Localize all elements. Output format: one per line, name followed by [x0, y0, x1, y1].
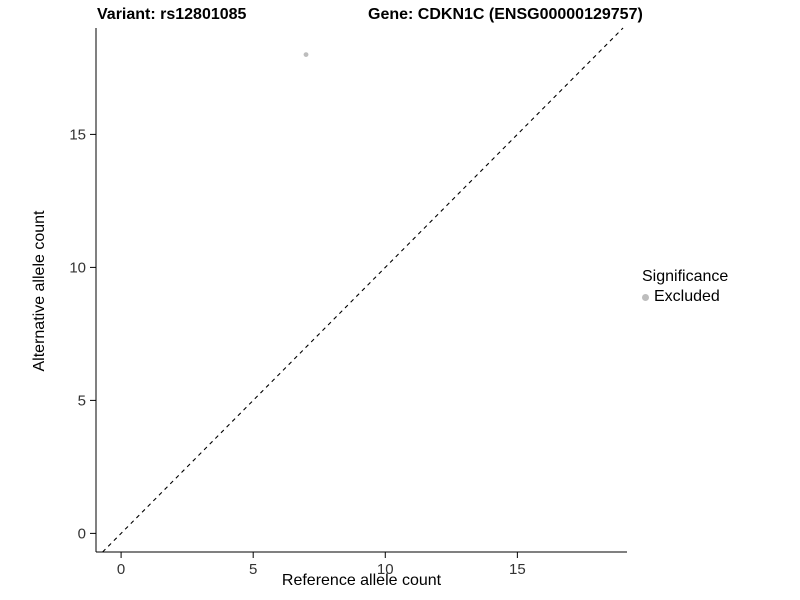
y-tick-label: 0	[78, 525, 86, 542]
y-tick-label: 10	[69, 259, 86, 276]
legend: Significance Excluded	[642, 268, 728, 306]
plot-title-variant: Variant: rs12801085	[97, 6, 247, 23]
legend-item-label: Excluded	[654, 288, 720, 305]
legend-item-excluded: Excluded	[642, 288, 728, 306]
x-tick-label: 5	[249, 561, 257, 578]
legend-key-dot	[642, 293, 649, 301]
plot-title-gene: Gene: CDKN1C (ENSG00000129757)	[368, 6, 643, 23]
y-tick-label: 5	[78, 392, 86, 409]
y-tick-label: 15	[69, 126, 86, 143]
x-tick-label: 0	[117, 561, 125, 578]
data-point	[303, 52, 309, 57]
x-tick-label: 15	[509, 561, 526, 578]
legend-title: Significance	[642, 268, 729, 285]
x-axis-label: Reference allele count	[281, 572, 442, 589]
x-tick-label: 10	[377, 561, 394, 578]
